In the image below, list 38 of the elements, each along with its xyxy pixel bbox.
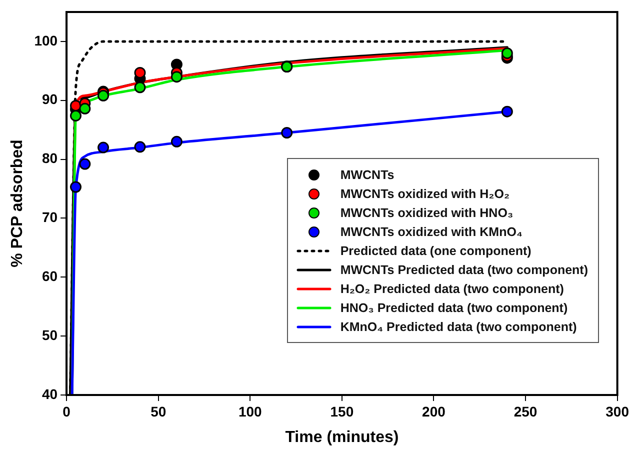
- y-tick-label: 70: [42, 209, 58, 226]
- point: [170, 71, 182, 83]
- point: [70, 181, 82, 193]
- legend-label: MWCNTs oxidized with HNO₃: [340, 206, 514, 220]
- y-tick-label: 100: [34, 32, 58, 48]
- legend-label: MWCNTs oxidized with H₂O₂: [340, 186, 510, 200]
- x-axis-title: Time (minutes): [285, 428, 399, 446]
- point: [134, 66, 146, 78]
- point: [281, 127, 293, 139]
- x-tick-label: 0: [62, 403, 71, 420]
- legend-label: MWCNTs Predicted data (two component): [340, 262, 588, 276]
- y-tick-label: 60: [42, 268, 58, 284]
- x-tick-label: 200: [422, 403, 446, 420]
- x-tick-label: 50: [150, 403, 166, 420]
- legend-label: HNO₃ Predicted data (two component): [340, 300, 568, 314]
- y-axis-title: % PCP adsorbed: [9, 140, 26, 268]
- point: [98, 142, 110, 154]
- legend-label: Predicted data (one component): [340, 244, 532, 258]
- y-tick-label: 90: [42, 91, 58, 108]
- point: [79, 102, 91, 114]
- x-tick-label: 300: [606, 403, 630, 420]
- point: [134, 82, 146, 94]
- point: [170, 136, 182, 148]
- y-tick-label: 50: [42, 326, 58, 343]
- legend-label: MWCNTs: [340, 168, 394, 182]
- point: [98, 90, 110, 102]
- point: [501, 106, 513, 118]
- y-tick-label: 40: [42, 386, 58, 402]
- x-tick-label: 150: [330, 403, 354, 420]
- point: [501, 47, 513, 59]
- legend-label: MWCNTs oxidized with KMnO₄: [340, 224, 522, 238]
- y-tick-label: 80: [42, 150, 58, 166]
- point: [79, 158, 91, 170]
- legend-label: KMnO₄ Predicted data (two component): [340, 320, 577, 334]
- x-tick-label: 100: [238, 403, 262, 420]
- x-tick-label: 250: [514, 403, 538, 420]
- legend-label: H₂O₂ Predicted data (two component): [340, 282, 564, 296]
- point: [134, 141, 146, 153]
